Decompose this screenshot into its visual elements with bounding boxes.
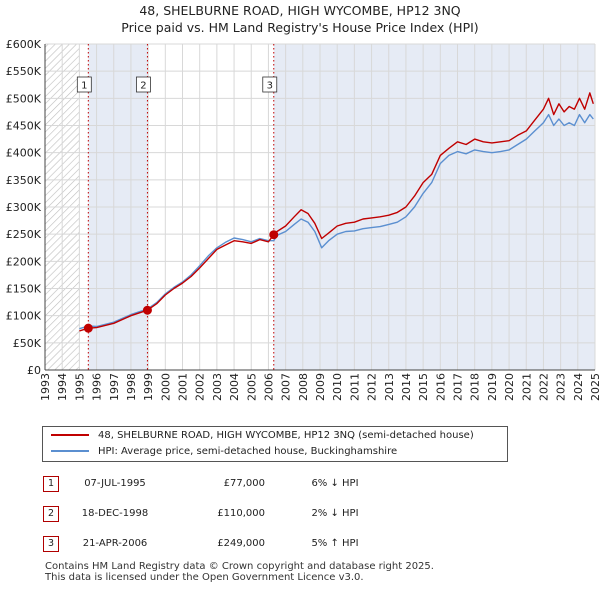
transaction-badge-box — [76, 76, 92, 93]
transaction-badge: 3 — [43, 536, 59, 552]
x-tick-label: 2011 — [348, 373, 361, 401]
x-tick-label: 1998 — [125, 373, 138, 401]
transaction-price: £110,000 — [217, 508, 265, 519]
footer-copyright: Contains HM Land Registry data © Crown c… — [45, 561, 434, 572]
x-tick-label: 2018 — [469, 373, 482, 401]
legend-swatch-price — [51, 434, 89, 436]
y-tick-label: £0 — [27, 364, 41, 377]
table-row: 2 18-DEC-1998 £110,000 2% ↓ HPI — [0, 504, 600, 524]
legend-swatch-hpi — [51, 450, 89, 452]
transaction-hpi: 2% ↓ HPI — [311, 508, 359, 519]
x-tick-label: 2023 — [555, 373, 568, 401]
x-tick-label: 2019 — [486, 373, 499, 401]
x-tick-label: 1994 — [56, 373, 69, 401]
transaction-price: £77,000 — [223, 478, 265, 489]
y-tick-label: £100K — [6, 310, 42, 323]
x-tick-label: 2014 — [400, 373, 413, 401]
legend-label-hpi: HPI: Average price, semi-detached house,… — [98, 446, 398, 457]
x-tick-label: 2009 — [314, 373, 327, 401]
x-tick-label: 2013 — [383, 373, 396, 401]
transaction-date: 21-APR-2006 — [82, 538, 148, 549]
x-tick-label: 2007 — [280, 373, 293, 401]
y-tick-label: £300K — [6, 201, 42, 214]
legend: 48, SHELBURNE ROAD, HIGH WYCOMBE, HP12 3… — [42, 426, 508, 462]
sale-point — [142, 305, 152, 315]
transaction-badge: 2 — [43, 506, 59, 522]
x-tick-label: 2000 — [159, 373, 172, 401]
x-tick-label: 2025 — [589, 373, 600, 401]
x-tick-label: 2005 — [245, 373, 258, 401]
x-tick-label: 2004 — [228, 373, 241, 401]
transaction-badge-label: 2 — [140, 81, 146, 92]
y-tick-label: £350K — [6, 174, 42, 187]
y-tick-label: £550K — [6, 65, 42, 78]
transaction-hpi: 6% ↓ HPI — [311, 478, 359, 489]
x-tick-label: 2015 — [417, 373, 430, 401]
price-chart: 1 2 3 £0 £50K £100K £150K £200K £250K £300K £350K £… — [6, 38, 600, 401]
x-tick-label: 2001 — [177, 373, 190, 401]
transaction-date: 18-DEC-1998 — [81, 508, 149, 519]
transaction-badge: 1 — [43, 476, 59, 492]
legend-item-hpi: HPI: Average price, semi-detached house,… — [51, 444, 397, 460]
legend-label-price: 48, SHELBURNE ROAD, HIGH WYCOMBE, HP12 3… — [98, 430, 474, 441]
x-tick-label: 2024 — [572, 373, 585, 401]
x-tick-label: 2008 — [297, 373, 310, 401]
y-tick-label: £150K — [6, 283, 42, 296]
footer-licence: This data is licensed under the Open Gov… — [45, 572, 364, 583]
legend-item-price: 48, SHELBURNE ROAD, HIGH WYCOMBE, HP12 3… — [51, 428, 474, 444]
chart-title: 48, SHELBURNE ROAD, HIGH WYCOMBE, HP12 3… — [0, 0, 600, 36]
y-tick-label: £600K — [6, 38, 42, 51]
price-series-line — [79, 92, 594, 332]
x-tick-label: 2002 — [194, 373, 207, 401]
x-tick-label: 2012 — [366, 373, 379, 401]
transaction-badge-box — [262, 76, 278, 93]
table-row: 1 07-JUL-1995 £77,000 6% ↓ HPI — [0, 474, 600, 494]
y-tick-label: £500K — [6, 92, 42, 105]
transaction-badge-label: 3 — [267, 81, 273, 92]
sale-point — [269, 230, 279, 240]
transaction-price: £249,000 — [217, 538, 265, 549]
footer-attribution: Contains HM Land Registry data © Crown c… — [45, 561, 434, 583]
x-tick-label: 1999 — [142, 373, 155, 401]
transaction-badge-label: 1 — [81, 81, 87, 92]
y-tick-label: £250K — [6, 228, 42, 241]
transaction-badge-box — [136, 76, 151, 93]
table-row: 3 21-APR-2006 £249,000 5% ↑ HPI — [0, 534, 600, 554]
x-tick-label: 1996 — [91, 373, 104, 401]
x-tick-label: 1995 — [73, 373, 86, 401]
x-tick-label: 2021 — [520, 373, 533, 401]
x-tick-label: 2006 — [262, 373, 275, 401]
x-tick-label: 2010 — [331, 373, 344, 401]
y-tick-label: £50K — [13, 337, 42, 350]
x-tick-label: 2020 — [503, 373, 516, 401]
x-tick-label: 2016 — [434, 373, 447, 401]
x-tick-label: 2017 — [452, 373, 465, 401]
y-tick-label: £200K — [6, 255, 42, 268]
y-tick-label: £400K — [6, 147, 42, 160]
x-tick-label: 2003 — [211, 373, 224, 401]
x-tick-label: 1997 — [108, 373, 121, 401]
x-tick-label: 2022 — [537, 373, 550, 401]
x-tick-label: 1993 — [39, 373, 52, 401]
transaction-date: 07-JUL-1995 — [84, 478, 146, 489]
title-line-address: 48, SHELBURNE ROAD, HIGH WYCOMBE, HP12 3… — [139, 3, 461, 18]
transaction-hpi: 5% ↑ HPI — [311, 538, 359, 549]
hpi-series-line — [79, 113, 594, 330]
title-line-subtitle: Price paid vs. HM Land Registry's House … — [121, 20, 479, 35]
sale-point — [83, 323, 93, 333]
y-tick-label: £450K — [6, 120, 42, 133]
